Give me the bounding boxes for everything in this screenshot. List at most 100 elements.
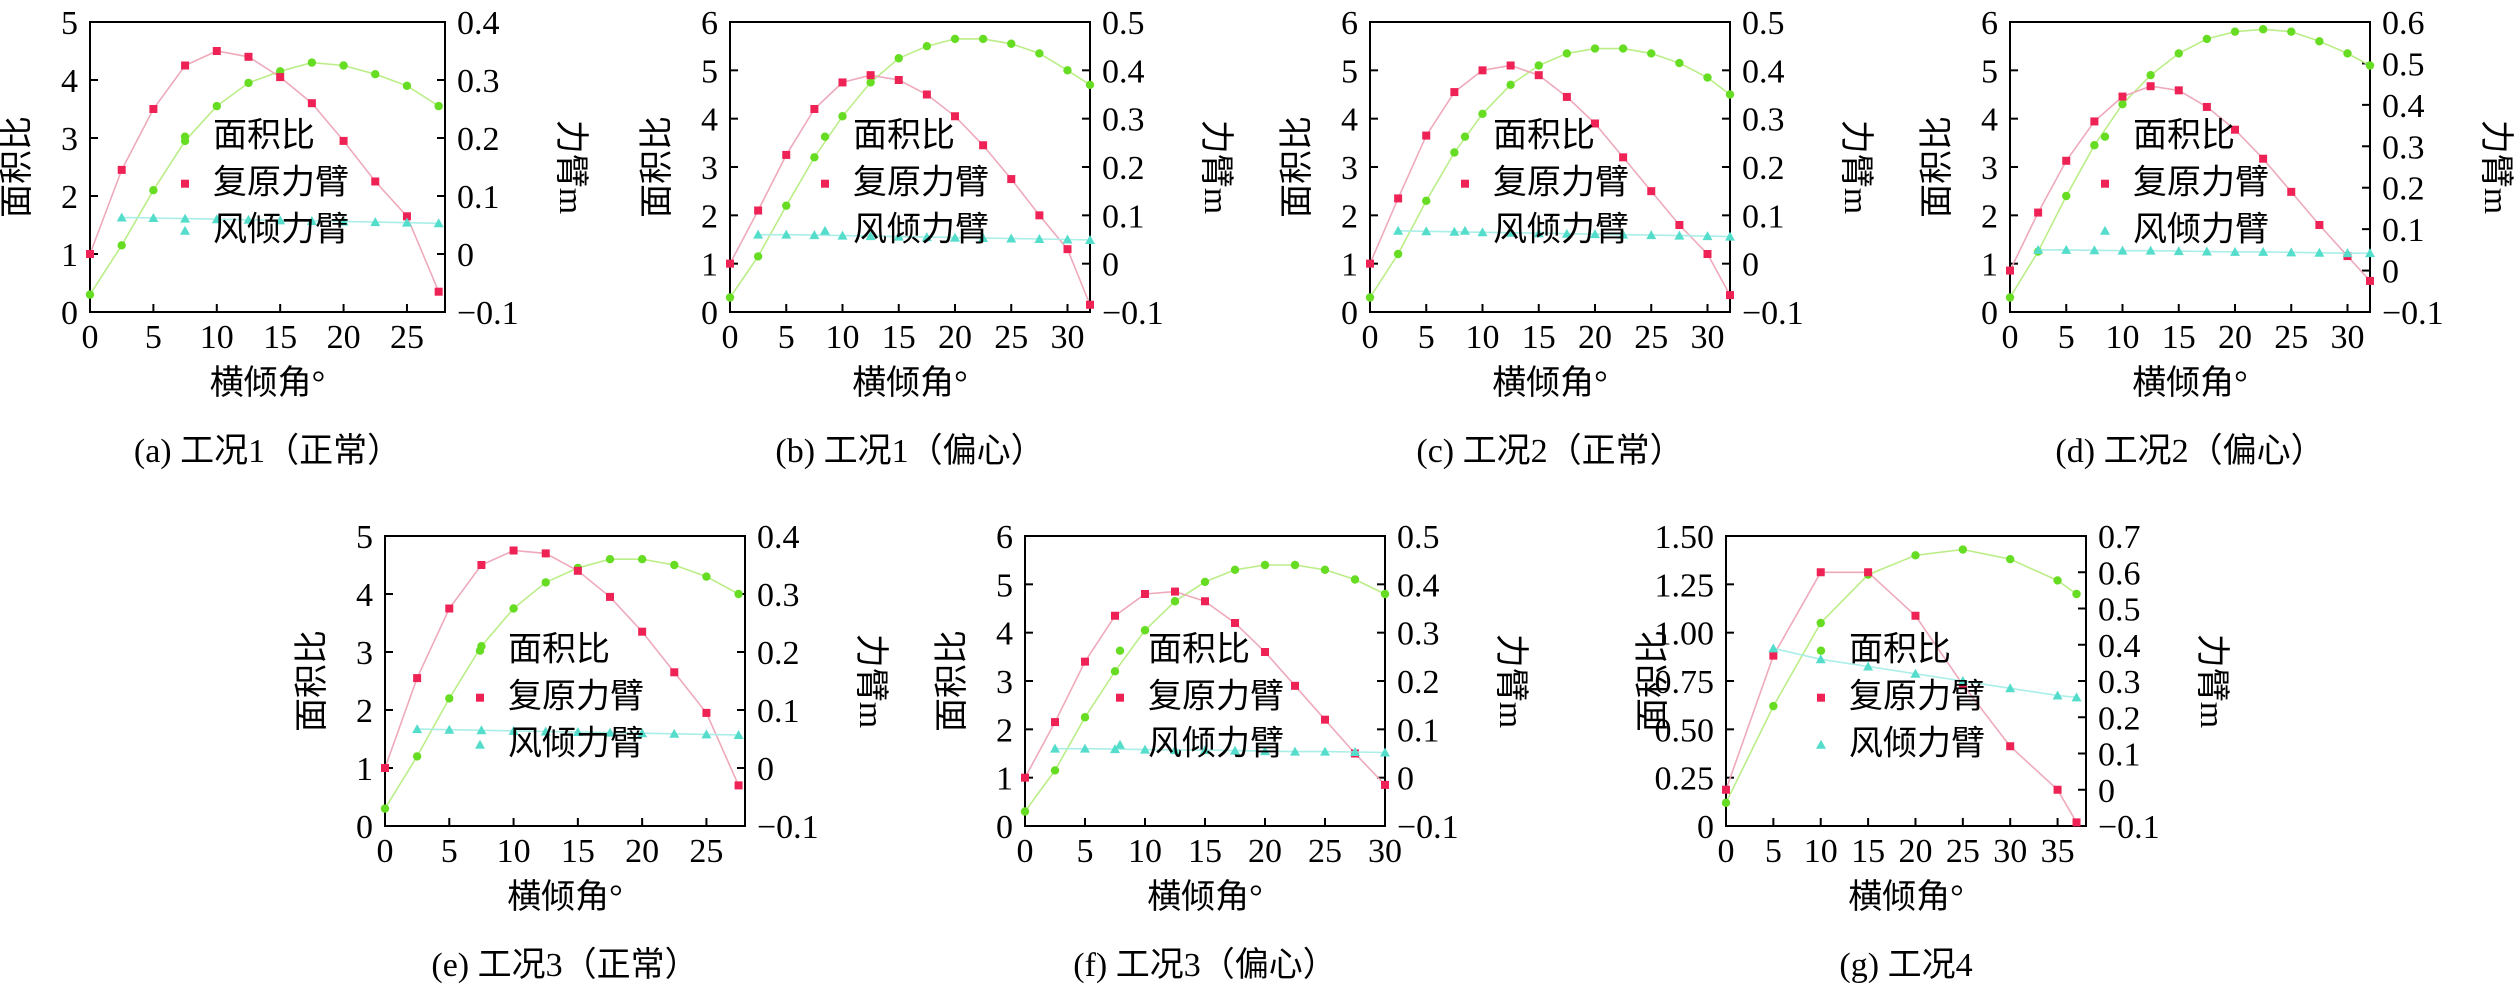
x-tick-label: 20	[2218, 319, 2252, 356]
area-ratio-point	[1618, 44, 1628, 53]
area-ratio-point	[1170, 597, 1180, 606]
wind-heel-arm-series-line	[1055, 747, 1386, 754]
y-left-tick-label: 4	[996, 616, 1013, 653]
area-ratio-point	[1393, 249, 1403, 259]
righting-arm-point	[638, 627, 647, 636]
area-ratio-point	[1534, 61, 1543, 70]
area-ratio-point	[1260, 560, 1270, 570]
righting-arm-point	[670, 668, 679, 677]
area-ratio-point	[1958, 545, 1968, 554]
y-left-tick-label: 2	[996, 712, 1013, 749]
x-tick-label: 25	[2274, 319, 2308, 356]
wind-heel-arm-point	[2342, 248, 2353, 258]
area-ratio-point	[2090, 141, 2099, 150]
wind-heel-arm-point	[370, 217, 381, 227]
x-tick-label: 5	[1418, 319, 1435, 356]
area-ratio-point	[922, 41, 932, 51]
righting-arm-point	[2062, 156, 2071, 165]
x-tick-label: 0	[2002, 319, 2019, 356]
righting-arm-point	[181, 61, 190, 70]
area-ratio-point	[445, 694, 454, 703]
area-ratio-point	[2258, 25, 2268, 34]
plot-frame	[89, 21, 446, 313]
righting-arm-point	[1035, 211, 1044, 220]
righting-arm-point	[1366, 259, 1374, 268]
area-ratio-point	[1080, 713, 1090, 722]
y-right-tick-label: 0.3	[2382, 129, 2425, 166]
y-left-tick-label: 4	[1341, 102, 1358, 139]
legend-label-wind-heel-arm: 风倾力臂	[1493, 211, 1629, 249]
wind-heel-arm-point	[1815, 654, 1826, 664]
x-axis-label: 横倾角°	[1147, 878, 1263, 916]
area-ratio-series-line	[89, 61, 440, 296]
wind-heel-arm-point	[1646, 230, 1657, 240]
y-right-tick-label: −0.1	[1742, 295, 1804, 332]
area-ratio-point	[978, 34, 988, 44]
y-left-tick-label: 1	[61, 237, 78, 274]
x-tick-label: 20	[1898, 833, 1932, 870]
legend-marker-wind-heel-arm	[1816, 739, 1826, 749]
righting-arm-point	[1231, 619, 1239, 627]
y-right-tick-label: 0.1	[1102, 198, 1145, 235]
wind-heel-arm-point	[2145, 245, 2156, 255]
x-tick-label: 15	[2162, 319, 2196, 356]
x-tick-label: 0	[377, 833, 394, 870]
wind-heel-arm-point	[2117, 245, 2128, 255]
area-ratio-point	[1035, 49, 1044, 58]
wind-heel-arm-point	[701, 729, 712, 739]
y-right-tick-label: 0.2	[1742, 150, 1785, 187]
x-axis-label: 横倾角°	[210, 364, 326, 402]
chart-panel-d: 0 5 10 15 20 25 300123456−0.100.10.20.30.40.50…	[1919, 5, 2515, 470]
area-ratio-point	[212, 101, 221, 111]
y-left-tick-label: 0.25	[1655, 761, 1715, 798]
wind-heel-arm-point	[2173, 246, 2184, 256]
y-right-tick-label: 0.5	[1397, 519, 1440, 556]
righting-arm-point	[1141, 590, 1149, 598]
righting-arm-point	[726, 259, 734, 268]
area-ratio-point	[670, 560, 679, 570]
y-left-tick-label: 5	[1981, 53, 1998, 90]
righting-arm-point	[2202, 102, 2211, 111]
wind-heel-arm-point	[243, 214, 254, 224]
righting-arm-point	[1063, 245, 1072, 254]
area-ratio-point	[434, 101, 443, 111]
y-right-tick-label: 0	[1742, 247, 1759, 284]
y-left-tick-label: 0.75	[1655, 664, 1715, 701]
righting-arm-point	[1911, 611, 1920, 620]
y-right-tick-label: 0.4	[1102, 53, 1145, 90]
wind-heel-arm-series-line	[1773, 647, 2077, 699]
area-ratio-point	[1675, 58, 1684, 68]
wind-heel-arm-point	[1062, 234, 1073, 244]
area-ratio-point	[810, 153, 819, 162]
y-right-tick-label: 0.4	[2098, 628, 2141, 665]
x-axis-label: 横倾角°	[2132, 364, 2248, 402]
y-right-axis-label: 力臂m	[2193, 634, 2231, 728]
area-ratio-point	[541, 578, 550, 587]
y-right-axis-label: 力臂m	[852, 634, 890, 728]
legend-marker-righting-arm	[821, 179, 829, 188]
righting-arm-point	[782, 150, 791, 159]
righting-arm-series-line	[89, 50, 440, 293]
y-left-tick-label: 1	[356, 751, 373, 788]
legend-label-wind-heel-arm: 风倾力臂	[2133, 211, 2269, 249]
x-tick-label: 25	[689, 833, 723, 870]
legend-marker-righting-arm	[2101, 179, 2109, 188]
wind-heel-arm-point	[2089, 245, 2100, 255]
wind-heel-arm-point	[2061, 244, 2072, 254]
x-tick-label: 20	[1248, 833, 1282, 870]
righting-arm-point	[1591, 119, 1599, 128]
y-right-tick-label: 0.1	[757, 693, 800, 730]
wind-heel-arm-point	[978, 233, 989, 243]
y-right-tick-label: 0.1	[1742, 198, 1785, 235]
wind-heel-arm-point	[1449, 226, 1460, 236]
legend-label-righting-arm: 复原力臂	[853, 164, 989, 202]
righting-arm-point	[2118, 92, 2127, 101]
righting-arm-point	[922, 90, 931, 99]
area-ratio-point	[866, 78, 875, 87]
righting-arm-point	[1478, 66, 1487, 75]
area-ratio-point	[2202, 34, 2212, 44]
x-tick-label: 15	[882, 319, 916, 356]
area-ratio-point	[605, 555, 615, 564]
legend-marker-wind-heel-arm	[820, 225, 830, 235]
y-right-tick-label: 0	[1102, 247, 1119, 284]
